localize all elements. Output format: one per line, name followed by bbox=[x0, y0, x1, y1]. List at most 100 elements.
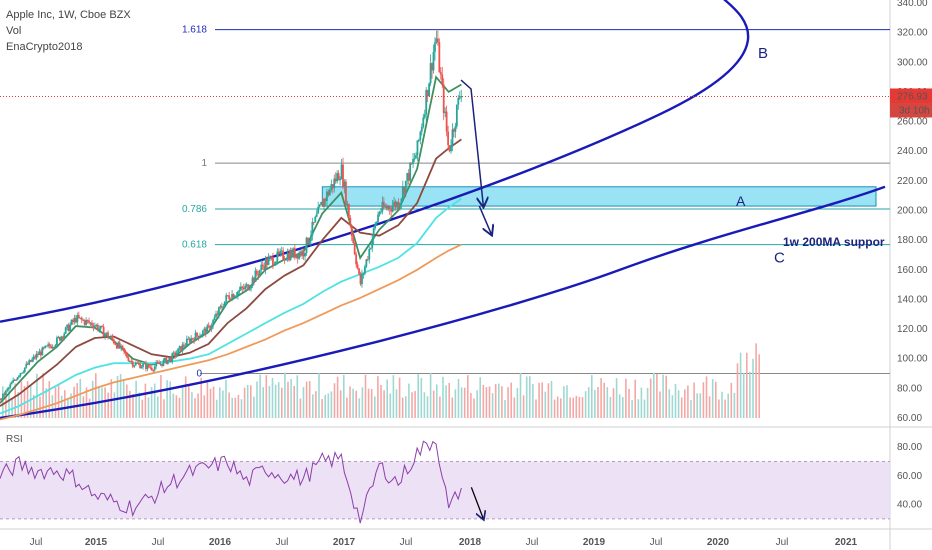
candle-body bbox=[79, 317, 82, 319]
volume-bar bbox=[640, 387, 643, 418]
volume-bar bbox=[305, 381, 308, 418]
volume-bar bbox=[467, 375, 469, 418]
volume-bar bbox=[677, 390, 680, 418]
volume-bar bbox=[581, 397, 584, 418]
volume-bar bbox=[141, 399, 144, 418]
candle-body bbox=[185, 338, 188, 346]
candle-body bbox=[375, 221, 378, 225]
volume-bar bbox=[23, 386, 26, 418]
volume-bar bbox=[662, 374, 664, 418]
volume-bar bbox=[718, 399, 720, 418]
candle-body bbox=[445, 111, 448, 132]
candle-body bbox=[393, 201, 395, 207]
candle-body bbox=[321, 202, 324, 207]
volume-bar bbox=[76, 383, 78, 418]
candle-body bbox=[293, 248, 296, 258]
volume-bar bbox=[197, 393, 199, 418]
candle-body bbox=[28, 360, 31, 365]
candle-body bbox=[359, 273, 362, 285]
candle-body bbox=[305, 237, 308, 254]
candle-body bbox=[121, 345, 124, 349]
volume-bar bbox=[522, 395, 525, 418]
volume-bar bbox=[603, 382, 605, 418]
volume-bar bbox=[597, 386, 599, 418]
volume-bar bbox=[29, 384, 32, 418]
volume-bar bbox=[432, 390, 435, 418]
volume-bar bbox=[758, 354, 760, 418]
volume-bar bbox=[752, 358, 754, 418]
candle-body bbox=[426, 89, 429, 97]
volume-bar bbox=[398, 377, 401, 418]
volume-bar bbox=[181, 384, 184, 418]
volume-bar bbox=[504, 399, 506, 418]
candle-body bbox=[371, 238, 374, 249]
volume-bar bbox=[296, 375, 299, 418]
time-axis-tick: 2015 bbox=[85, 537, 108, 548]
candle-body bbox=[10, 382, 13, 385]
candle-body bbox=[191, 338, 194, 340]
candle-body bbox=[115, 344, 118, 349]
volume-bar bbox=[243, 387, 246, 418]
time-axis-tick: Jul bbox=[650, 537, 663, 548]
candle-body bbox=[149, 367, 152, 369]
volume-bar bbox=[501, 386, 503, 418]
volume-bar bbox=[336, 376, 339, 418]
candle-body bbox=[7, 387, 10, 389]
candle-body bbox=[72, 319, 74, 322]
candle-body bbox=[234, 296, 236, 298]
volume-bar bbox=[491, 393, 494, 418]
candle-body bbox=[225, 295, 228, 302]
candle-body bbox=[51, 346, 54, 349]
price-axis-tick: 100.00 bbox=[897, 354, 928, 365]
volume-bar bbox=[473, 398, 475, 418]
candle-body bbox=[415, 155, 417, 159]
candle-body bbox=[247, 284, 250, 291]
volume-bar bbox=[153, 383, 156, 418]
candle-body bbox=[264, 258, 267, 270]
volume-bar bbox=[488, 386, 491, 418]
candle-body bbox=[56, 337, 58, 346]
candle-body bbox=[454, 126, 457, 132]
volume-bar bbox=[91, 380, 94, 418]
candle-body bbox=[251, 277, 254, 286]
wave-label-a: A bbox=[736, 193, 746, 209]
candle-body bbox=[66, 324, 69, 328]
legend-author[interactable]: EnaCrypto2018 bbox=[6, 41, 83, 53]
candle-body bbox=[315, 213, 318, 217]
rsi-line bbox=[0, 440, 462, 524]
candle-body bbox=[269, 256, 271, 258]
legend-title[interactable]: Apple Inc, 1W, Cboe BZX bbox=[6, 9, 131, 21]
candle-body bbox=[82, 319, 85, 321]
volume-bar bbox=[178, 397, 181, 418]
candle-body bbox=[64, 327, 67, 334]
price-axis-tick: 220.00 bbox=[897, 176, 928, 187]
volume-bar bbox=[699, 393, 702, 418]
legend-vol[interactable]: Vol bbox=[6, 25, 22, 37]
candle-body bbox=[178, 346, 181, 349]
candle-body bbox=[6, 388, 9, 391]
candle-body bbox=[124, 351, 127, 354]
price-axis-tick: 260.00 bbox=[897, 117, 928, 128]
candle-body bbox=[296, 254, 299, 259]
support-annotation: 1w 200MA suppor bbox=[783, 235, 885, 249]
candle-body bbox=[137, 363, 140, 365]
candle-body bbox=[384, 206, 387, 208]
candle-body bbox=[183, 344, 185, 347]
price-axis-tick: 320.00 bbox=[897, 28, 928, 39]
candle-body bbox=[280, 250, 283, 252]
candle-body bbox=[131, 361, 134, 367]
candle-body bbox=[166, 359, 169, 364]
volume-bar bbox=[147, 397, 150, 418]
candle-body bbox=[304, 253, 306, 257]
candle-body bbox=[403, 186, 406, 194]
candle-body bbox=[356, 264, 359, 269]
candle-body bbox=[175, 353, 178, 357]
candle-body bbox=[277, 251, 280, 255]
candle-body bbox=[385, 206, 388, 209]
volume-bar bbox=[392, 375, 395, 418]
rsi-band bbox=[0, 461, 890, 519]
candle-body bbox=[145, 363, 147, 370]
candle-body bbox=[412, 159, 414, 164]
